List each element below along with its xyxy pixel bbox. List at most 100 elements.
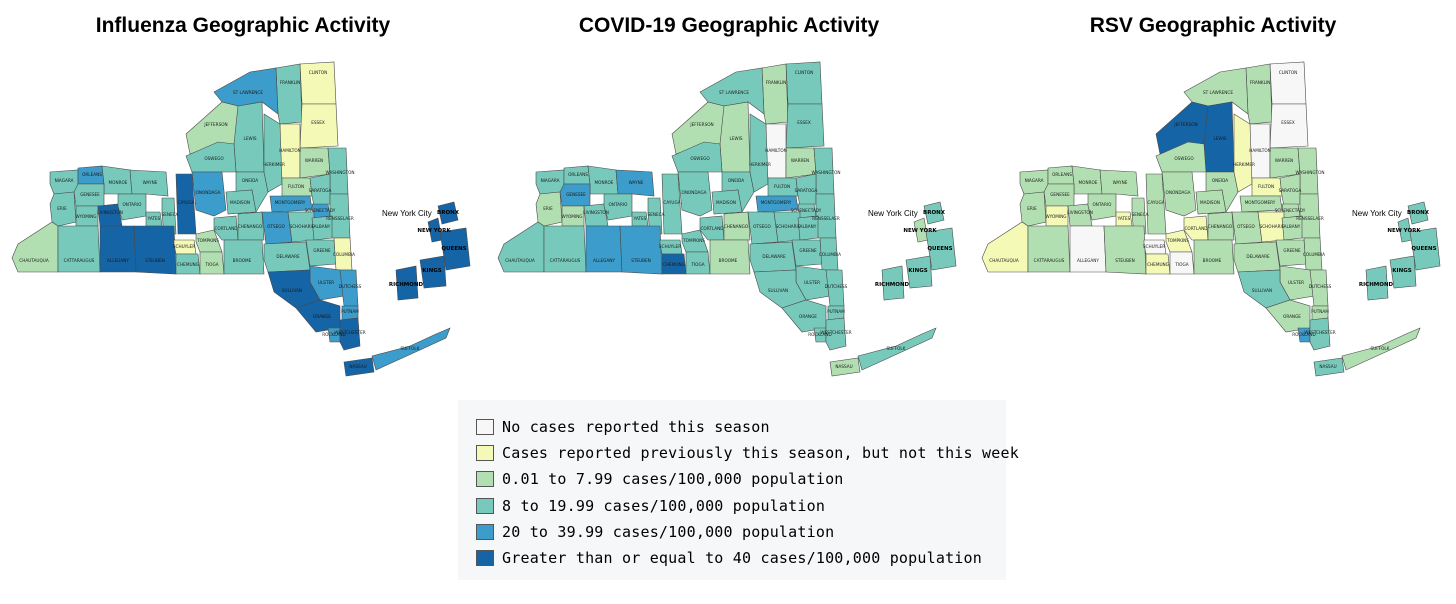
county-label: ULSTER	[318, 280, 334, 285]
county-chautauqua	[497, 221, 545, 273]
county-label: MONROE	[595, 180, 614, 185]
county-herkimer	[263, 113, 283, 193]
county-label: KINGS	[1392, 268, 1411, 274]
county-label: GENESEE	[1050, 192, 1070, 197]
rsv-map: CLINTON FRANKLIN ST LAWRENCE ESSEX JEFFERSON…	[981, 61, 1441, 377]
county-cattaraugus	[57, 225, 101, 273]
county-label: SENECA	[162, 212, 179, 217]
county-label: CHENANGO	[238, 224, 263, 229]
county-label: STEUBEN	[631, 258, 651, 263]
county-suffolk	[371, 327, 451, 371]
county-label: WESTCHESTER	[334, 330, 365, 335]
county-label: RICHMOND	[875, 282, 910, 288]
county-label: ALLEGANY	[107, 258, 129, 263]
county-broome	[1193, 239, 1235, 275]
county-ontario	[117, 193, 147, 221]
county-madison	[711, 189, 743, 215]
county-label: CORTLAND	[1184, 226, 1207, 231]
legend-label: No cases reported this season	[502, 418, 770, 436]
county-label: FRANKLIN	[1250, 80, 1271, 85]
county-label: OSWEGO	[204, 156, 224, 161]
county-label: ST LAWRENCE	[1203, 90, 1233, 95]
county-wayne	[129, 169, 169, 197]
county-label: NIAGARA	[1025, 178, 1044, 183]
county-herkimer	[1233, 113, 1253, 193]
county-essex	[1269, 103, 1309, 149]
county-orange	[781, 299, 827, 333]
influenza-map-panel: Influenza Geographic Activity CLINTON FRA…	[0, 0, 486, 392]
county-label: RENSSELAER	[1296, 216, 1324, 221]
county-label: NASSAU	[1319, 364, 1336, 369]
county-label: SCHUYLER	[659, 244, 681, 249]
covid-map-panel: COVID-19 Geographic Activity CLINTON FRAN…	[486, 0, 972, 392]
nyc-label: New York City	[1352, 209, 1402, 218]
nyc-label: New York City	[382, 209, 432, 218]
county-label: HAMILTON	[1249, 148, 1271, 153]
county-label: RICHMOND	[389, 282, 424, 288]
legend-label: 8 to 19.99 cases/100,000 population	[502, 497, 826, 515]
county-nassau	[343, 357, 375, 377]
county-label: NEW YORK	[903, 228, 937, 234]
legend-label: 0.01 to 7.99 cases/100,000 population	[502, 470, 844, 488]
rsv-map-panel: RSV Geographic Activity CLINTON FRANKLIN S…	[970, 0, 1456, 392]
county-label: ESSEX	[797, 120, 811, 125]
county-label: ESSEX	[311, 120, 325, 125]
county-label: CHEMUNG	[177, 262, 199, 267]
county-label: DUTCHESS	[825, 284, 848, 289]
county-label: CAYUGA	[1147, 200, 1164, 205]
county-label: SARATOGA	[795, 188, 818, 193]
county-label: LEWIS	[1213, 136, 1226, 141]
county-label: OTSEGO	[753, 224, 771, 229]
county-oswego	[185, 141, 237, 173]
county-label: ORLEANS	[82, 172, 102, 177]
county-label: MADISON	[230, 200, 250, 205]
county-label: SUFFOLK	[1371, 346, 1390, 351]
county-label: ONTARIO	[1093, 202, 1113, 207]
county-broome	[709, 239, 751, 275]
county-herkimer	[749, 113, 769, 193]
county-oswego	[671, 141, 723, 173]
legend-item-low: 0.01 to 7.99 cases/100,000 population	[476, 468, 844, 490]
county-label: BROOME	[1203, 258, 1222, 263]
county-label: WAYNE	[143, 180, 158, 185]
county-label: SCHUYLER	[173, 244, 195, 249]
county-label: LIVINGSTON	[1067, 210, 1093, 215]
county-label: DUTCHESS	[339, 284, 362, 289]
county-label: JEFFERSON	[203, 122, 227, 127]
county-label: CAYUGA	[177, 200, 194, 205]
county-label: GENESEE	[566, 192, 586, 197]
county-label: TOMPKINS	[1166, 238, 1189, 243]
legend-label: Cases reported previously this season, b…	[502, 444, 1019, 462]
county-label: ALLEGANY	[1077, 258, 1099, 263]
county-label: CORTLAND	[700, 226, 723, 231]
county-steuben	[133, 225, 177, 275]
county-greene	[1275, 239, 1307, 267]
county-label: TIOGA	[204, 262, 218, 267]
county-label: SCHENECTADY	[791, 208, 822, 213]
county-label: CHAUTAUQUA	[989, 258, 1019, 263]
county-label: SENECA	[1132, 212, 1149, 217]
county-label: HAMILTON	[765, 148, 787, 153]
county-label: PUTNAM	[341, 309, 359, 314]
county-label: BRONX	[437, 210, 460, 216]
county-label: ONONDAGA	[196, 190, 221, 195]
county-montgomery	[755, 195, 799, 213]
county-label: ORANGE	[313, 314, 331, 319]
map-title: Influenza Geographic Activity	[95, 14, 391, 37]
legend-swatch	[476, 524, 494, 540]
county-cattaraugus	[1027, 225, 1071, 273]
county-broome	[223, 239, 265, 275]
county-label: DELAWARE	[276, 254, 300, 259]
county-label: HERKIMER	[1233, 162, 1255, 167]
county-cattaraugus	[543, 225, 587, 273]
county-franklin	[761, 63, 789, 125]
county-clinton	[299, 61, 337, 105]
county-label: CATTARAUGUS	[1034, 258, 1065, 263]
county-label: OTSEGO	[267, 224, 285, 229]
county-label: KINGS	[422, 268, 441, 274]
county-label: BROOME	[719, 258, 738, 263]
county-label: DUTCHESS	[1309, 284, 1332, 289]
county-ontario	[1087, 193, 1117, 221]
county-label: LIVINGSTON	[583, 210, 609, 215]
county-label: FRANKLIN	[766, 80, 787, 85]
